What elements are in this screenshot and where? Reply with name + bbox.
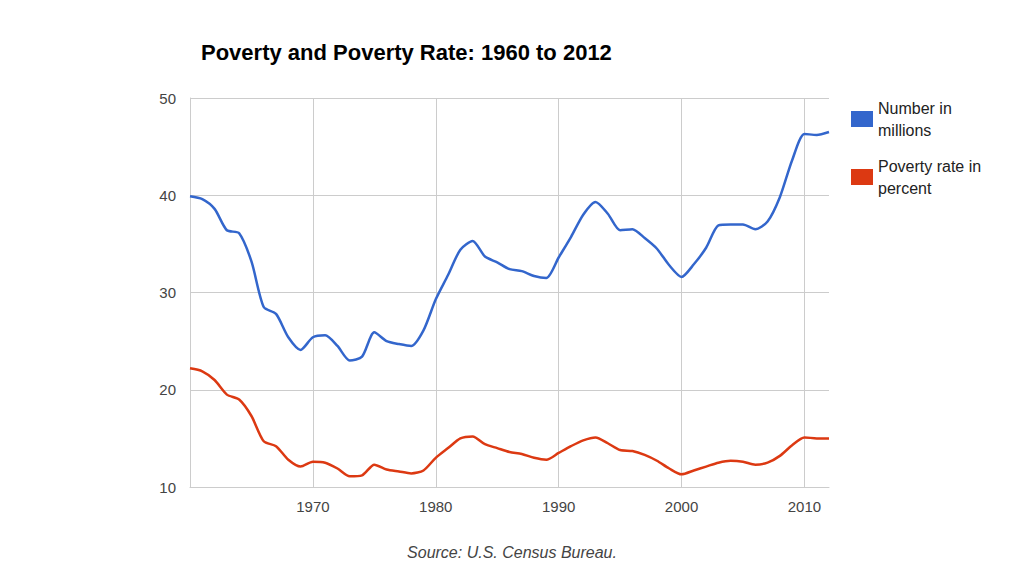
svg-text:40: 40 [159, 187, 176, 204]
svg-text:percent: percent [878, 180, 932, 197]
svg-text:Poverty and Poverty Rate: 1960: Poverty and Poverty Rate: 1960 to 2012 [201, 40, 612, 65]
svg-text:20: 20 [159, 381, 176, 398]
svg-text:2010: 2010 [788, 498, 821, 515]
svg-text:2000: 2000 [665, 498, 698, 515]
svg-text:millions: millions [878, 122, 931, 139]
svg-text:Number in: Number in [878, 100, 956, 117]
svg-text:1970: 1970 [296, 498, 329, 515]
svg-text:Poverty rate in: Poverty rate in [878, 158, 986, 175]
svg-text:1990: 1990 [542, 498, 575, 515]
svg-text:1980: 1980 [419, 498, 452, 515]
svg-text:30: 30 [159, 284, 176, 301]
svg-text:50: 50 [159, 90, 176, 107]
svg-text:Source: U.S. Census Bureau.: Source: U.S. Census Bureau. [407, 544, 617, 561]
svg-text:10: 10 [159, 479, 176, 496]
